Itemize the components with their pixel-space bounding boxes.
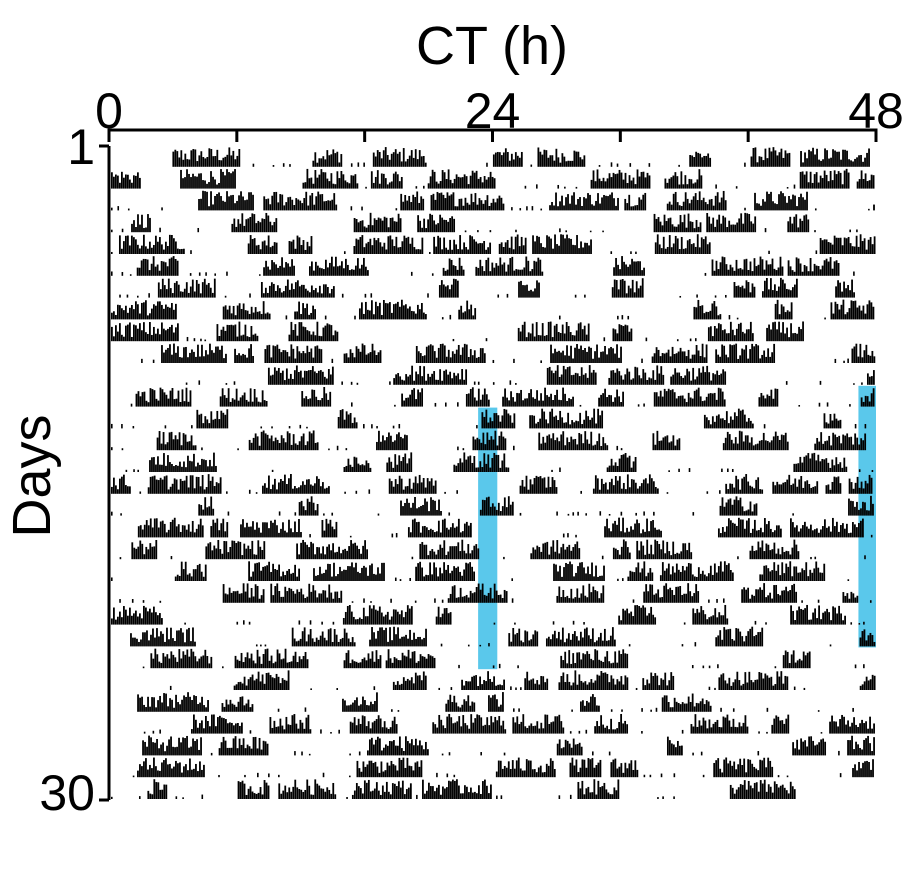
day-row-30 [111,779,796,799]
day-row-25 [169,670,876,690]
day-row-15 [125,452,874,472]
x-axis-title: CT (h) [416,16,568,76]
day-row-1 [172,147,870,167]
x-tick-label: 24 [465,83,521,139]
day-row-3 [111,190,875,211]
day-row-11 [185,365,875,385]
day-row-22 [111,604,865,625]
day-row-29 [132,757,874,778]
day-row-9 [111,321,804,342]
day-row-19 [119,539,866,560]
day-row-5 [111,234,876,254]
day-row-26 [137,692,854,712]
y-tick-label: 1 [67,119,95,175]
day-row-27 [143,713,875,734]
day-row-16 [111,474,873,494]
day-row-8 [111,299,875,320]
x-tick-label: 0 [95,83,123,139]
day-row-7 [119,277,855,298]
x-tick-label: 48 [848,83,904,139]
day-row-2 [111,168,875,189]
axes-layer: 0 24 48 1 30 [39,83,903,821]
day-row-24 [142,648,865,669]
highlight-layer [478,385,876,670]
highlight-bar-1 [478,407,498,670]
y-axis-title: Days [2,414,62,537]
day-row-14 [111,430,867,451]
day-row-10 [141,343,876,363]
day-row-21 [119,583,872,603]
activity-layer [111,147,876,799]
day-row-6 [111,256,855,276]
day-row-28 [142,735,875,756]
day-row-13 [111,408,867,429]
day-row-18 [137,517,873,538]
day-row-20 [111,561,850,581]
day-row-17 [111,495,874,516]
day-row-23 [130,626,876,647]
day-row-12 [130,386,875,407]
y-tick-label: 30 [39,765,95,821]
day-row-4 [111,212,858,233]
highlight-bar-2 [858,385,876,648]
